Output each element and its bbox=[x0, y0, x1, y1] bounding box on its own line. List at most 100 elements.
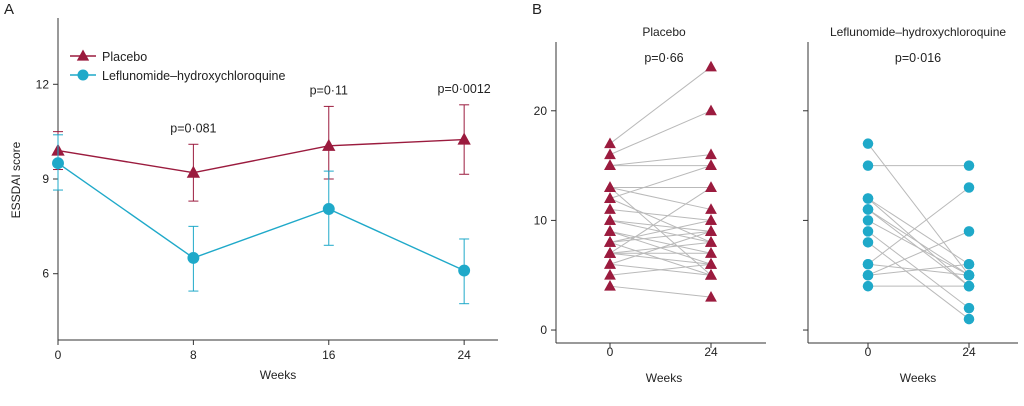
week-24-point bbox=[705, 148, 717, 160]
week-24-point bbox=[705, 203, 717, 214]
baseline-point bbox=[862, 204, 874, 215]
baseline-point bbox=[604, 137, 616, 149]
paired-line bbox=[609, 230, 712, 254]
paired-line bbox=[609, 230, 712, 265]
panel-a-y-tick-label: 6 bbox=[42, 267, 49, 281]
baseline-point bbox=[604, 258, 616, 269]
paired-line bbox=[867, 263, 970, 276]
paired-line bbox=[609, 187, 712, 210]
baseline-point bbox=[862, 237, 874, 248]
paired-line bbox=[609, 66, 712, 145]
panel-a-y-axis-label: ESSDAI score bbox=[9, 141, 23, 218]
data-point bbox=[187, 251, 200, 264]
panel-a-x-tick-label: 8 bbox=[190, 348, 197, 362]
data-point bbox=[52, 157, 64, 170]
week-24-point bbox=[963, 258, 975, 270]
week-24-point bbox=[963, 269, 975, 281]
paired-line bbox=[609, 263, 712, 276]
paired-line bbox=[609, 219, 712, 232]
paired-line bbox=[609, 165, 712, 199]
paired-line bbox=[609, 110, 712, 156]
week-24-point bbox=[705, 258, 717, 269]
panel-a-x-axis-label: Weeks bbox=[260, 368, 296, 382]
panel-a-x-tick-label: 16 bbox=[322, 348, 336, 362]
panel-b-y-tick-label: 0 bbox=[540, 323, 547, 337]
panel-a-y-tick-label: 9 bbox=[42, 172, 49, 186]
panel-b-x-tick-label: 0 bbox=[865, 345, 872, 359]
week-24-point bbox=[705, 236, 717, 247]
paired-line bbox=[609, 187, 712, 254]
panel-b-x-tick-label: 0 bbox=[607, 345, 614, 359]
panel-b-x-tick-label: 24 bbox=[962, 345, 976, 359]
paired-line bbox=[867, 198, 970, 287]
week-24-point bbox=[705, 214, 717, 225]
paired-line bbox=[867, 187, 970, 265]
data-point bbox=[186, 165, 201, 178]
baseline-point bbox=[862, 269, 874, 281]
baseline-point bbox=[604, 203, 616, 214]
baseline-point bbox=[862, 280, 874, 292]
panel-letter-a: A bbox=[4, 1, 14, 18]
paired-line bbox=[867, 241, 970, 320]
panel-b-y-tick-label: 10 bbox=[534, 213, 548, 227]
week-24-point bbox=[705, 60, 717, 72]
data-point bbox=[458, 264, 471, 277]
paired-line bbox=[867, 143, 970, 276]
p-value-annotation: p=0·081 bbox=[170, 121, 216, 135]
week-24-point bbox=[705, 290, 717, 302]
panel-b-y-tick-label: 20 bbox=[534, 104, 548, 118]
panel-a-x-tick-label: 24 bbox=[457, 348, 471, 362]
paired-line bbox=[609, 208, 712, 221]
subpanel-title: Placebo bbox=[642, 25, 686, 39]
paired-line bbox=[867, 198, 970, 265]
paired-line bbox=[609, 154, 712, 167]
baseline-point bbox=[604, 159, 616, 171]
baseline-point bbox=[604, 192, 616, 203]
data-point bbox=[322, 138, 336, 151]
baseline-point bbox=[862, 258, 874, 270]
p-value-annotation: p=0·0012 bbox=[438, 82, 491, 96]
baseline-point bbox=[862, 138, 874, 149]
week-24-point bbox=[963, 302, 975, 314]
week-24-point bbox=[963, 313, 975, 325]
week-24-point bbox=[705, 104, 717, 116]
week-24-point bbox=[705, 159, 717, 171]
week-24-point bbox=[963, 226, 975, 237]
paired-line bbox=[609, 230, 712, 243]
week-24-point bbox=[705, 269, 717, 280]
data-point bbox=[457, 132, 471, 145]
baseline-point bbox=[604, 148, 616, 160]
week-24-point bbox=[963, 182, 975, 193]
data-point bbox=[322, 203, 335, 215]
baseline-point bbox=[604, 214, 616, 225]
week-24-point bbox=[705, 181, 717, 192]
week-24-point bbox=[705, 247, 717, 258]
paired-line bbox=[867, 230, 970, 276]
baseline-point bbox=[604, 225, 616, 236]
baseline-point bbox=[604, 181, 616, 192]
paired-line bbox=[609, 285, 712, 298]
series-line-lhcq bbox=[57, 162, 465, 272]
paired-line bbox=[867, 219, 970, 276]
week-24-point bbox=[963, 160, 975, 171]
subpanel-p-value: p=0·66 bbox=[644, 51, 683, 65]
week-24-point bbox=[963, 280, 975, 292]
legend-marker bbox=[77, 69, 89, 81]
baseline-point bbox=[604, 236, 616, 247]
panel-b-x-tick-label: 24 bbox=[704, 345, 718, 359]
legend-marker bbox=[76, 49, 90, 61]
baseline-point bbox=[604, 247, 616, 258]
subpanel-title: Leflunomide–hydroxychloroquine bbox=[830, 25, 1006, 39]
panel-b-x-axis-label: Weeks bbox=[646, 371, 682, 385]
baseline-point bbox=[862, 160, 874, 171]
week-24-point bbox=[705, 225, 717, 236]
p-value-annotation: p=0·11 bbox=[310, 83, 348, 97]
series-line-placebo bbox=[57, 138, 465, 174]
panel-a-x-tick-label: 0 bbox=[55, 348, 62, 362]
baseline-point bbox=[604, 269, 616, 280]
legend-label: Placebo bbox=[102, 50, 147, 64]
panel-letter-b: B bbox=[532, 1, 542, 18]
baseline-point bbox=[604, 279, 616, 291]
